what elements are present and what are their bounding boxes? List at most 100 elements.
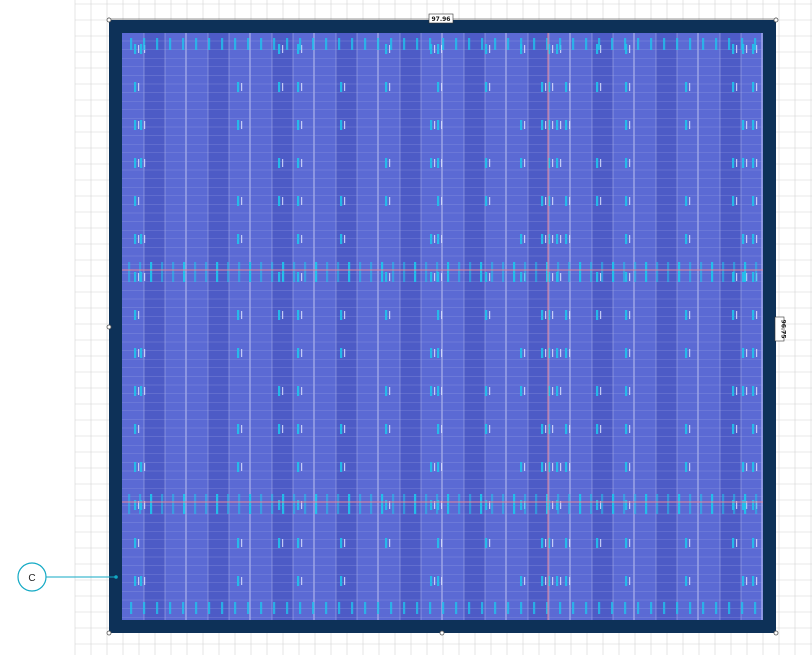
macro-edge-block [208,602,211,614]
macro-block [278,272,281,282]
macro-block [685,196,688,206]
macro-edge-block [741,38,744,50]
macro-block [237,576,240,586]
macro-bracket [736,83,738,91]
macro-bracket [441,387,443,395]
macro-bracket [569,425,571,433]
macro-bracket [241,425,243,433]
handle-left-mid[interactable] [106,324,112,330]
macro-block [485,310,488,320]
macro-bracket [569,577,571,585]
macro-bracket [600,387,602,395]
macro-edge-block [754,602,757,614]
macro-edge-block [299,38,302,50]
macro-band-block [601,262,604,282]
macro-block [541,462,544,472]
handle-bottom-right[interactable] [773,630,779,636]
macro-block [752,234,755,244]
macro-band-block [480,494,483,514]
macro-band-block [238,494,241,514]
die-column [336,33,357,620]
macro-block [134,272,137,282]
macro-bracket [344,425,346,433]
macro-bracket [552,387,554,395]
macro-block [742,348,745,358]
macro-block [297,158,300,168]
macro-block [278,158,281,168]
macro-bracket [545,577,547,585]
macro-block [752,158,755,168]
macro-bracket [441,235,443,243]
macro-bracket [241,197,243,205]
handle-top-right[interactable] [773,17,779,23]
macro-edge-block [351,602,354,614]
macro-block [140,576,143,586]
macro-bracket [389,273,391,281]
macro-band-block [425,494,428,514]
handle-top-left[interactable] [106,17,112,23]
macro-block [752,500,755,510]
macro-block [752,348,755,358]
macro-band-block [535,262,538,282]
macro-band-block [513,262,516,282]
macro-bracket [241,121,243,129]
macro-block [548,462,551,472]
macro-band-block [535,494,538,514]
macro-bracket [552,501,554,509]
macro-block [237,82,240,92]
macro-bracket [434,121,436,129]
macro-bracket [138,235,140,243]
die-column [314,33,336,620]
macro-edge-block [390,38,393,50]
macro-band-block [359,494,362,514]
macro-bracket [524,235,526,243]
macro-band-block [128,262,131,282]
macro-edge-block [429,602,432,614]
macro-block [625,386,628,396]
macro-bracket [756,577,758,585]
macro-edge-block [221,38,224,50]
macro-bracket [441,121,443,129]
macro-block [596,424,599,434]
macro-block [548,272,551,282]
macro-bracket [441,501,443,509]
macro-bracket [344,349,346,357]
macro-bracket [629,425,631,433]
macro-bracket [282,387,284,395]
macro-bracket [629,501,631,509]
handle-bottom-mid[interactable] [439,630,445,636]
macro-bracket [441,83,443,91]
macro-band-block [205,494,208,514]
macro-bracket [144,159,146,167]
macro-bracket [301,387,303,395]
selection-handles[interactable] [106,17,779,636]
macro-bracket [552,577,554,585]
macro-bracket [545,83,547,91]
macro-band-block [315,262,318,282]
macro-block [548,424,551,434]
macro-bracket [746,501,748,509]
macro-edge-block [364,602,367,614]
callout-c-label: C [28,573,35,584]
die-column [250,33,272,620]
macro-bracket [524,121,526,129]
macro-bracket [560,387,562,395]
macro-edge-block [325,38,328,50]
macro-block [140,234,143,244]
macro-band-block [689,494,692,514]
macro-band-block [568,494,571,514]
macro-bracket [629,197,631,205]
macro-block [237,234,240,244]
die-column [720,33,741,620]
macro-block [340,196,343,206]
macro-bracket [241,539,243,547]
handle-bottom-left[interactable] [106,630,112,636]
macro-block [340,424,343,434]
macro-block [742,500,745,510]
macro-band-block [392,262,395,282]
macro-bracket [282,45,284,53]
die-column [122,33,144,620]
macro-block [596,82,599,92]
macro-band-block [634,262,637,282]
